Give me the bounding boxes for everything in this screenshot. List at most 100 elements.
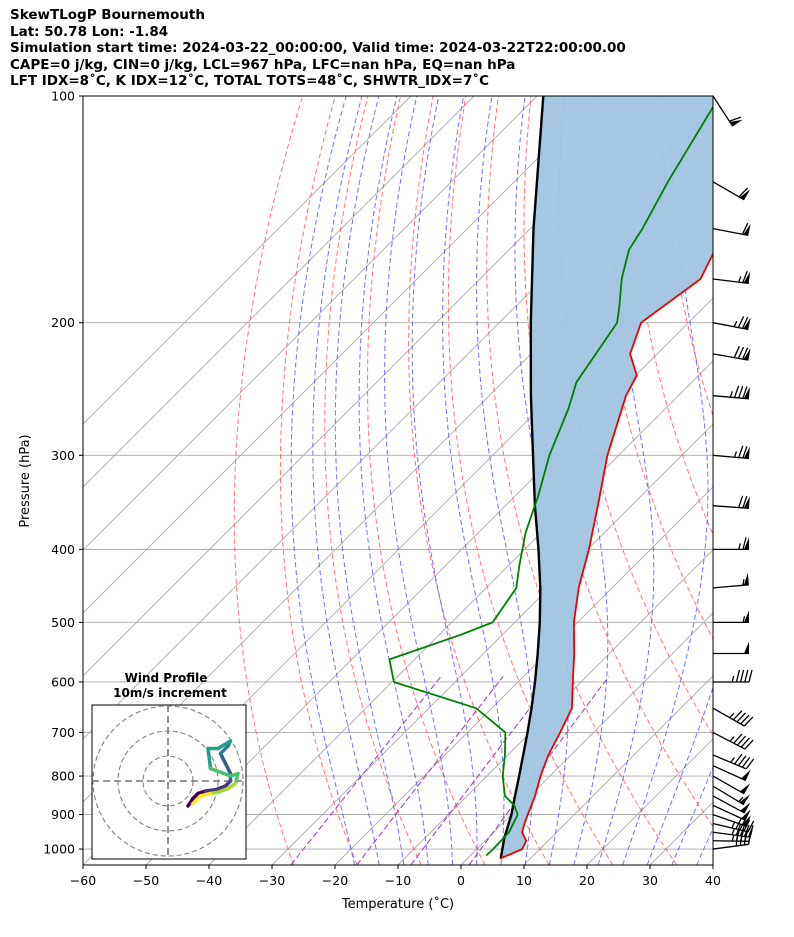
wind-barb-half-tick	[729, 736, 735, 742]
dry-adiabat-line	[233, 96, 304, 865]
wind-barb-full-tick	[737, 755, 747, 767]
wind-barb-flag	[743, 271, 751, 284]
wind-barb-full-tick	[742, 537, 747, 550]
hodograph-inset: Wind Profile 10m/s increment	[91, 671, 247, 860]
wind-barb-flag	[744, 610, 749, 623]
wind-barb-full-tick	[743, 716, 754, 727]
wind-barb-full-tick	[733, 346, 740, 358]
hodograph-segment	[213, 784, 228, 792]
wind-barb-full-tick	[748, 829, 753, 842]
wind-barb-full-tick	[740, 714, 750, 725]
wind-barb-full-tick	[744, 739, 754, 750]
y-tick-label: 800	[51, 769, 75, 784]
wind-barb-flag	[743, 446, 750, 459]
wind-barb-flag	[743, 572, 749, 586]
wind-barb-half-tick	[731, 822, 736, 829]
dry-adiabat-line	[727, 96, 794, 865]
wind-barb-half-tick	[737, 276, 742, 283]
x-tick-label: 10	[516, 873, 532, 888]
wind-barb-full-tick	[742, 446, 748, 459]
x-tick-label: 20	[579, 873, 595, 888]
wind-barb-flag	[740, 783, 751, 794]
x-tick-label: 30	[642, 873, 658, 888]
mixing-ratio-line	[290, 676, 442, 865]
dry-adiabat-line	[366, 96, 486, 865]
wind-barb-flag	[729, 119, 743, 127]
isotherm-line	[271, 423, 713, 865]
moist-adiabat-line	[442, 96, 505, 865]
isotherm-line	[523, 675, 713, 865]
hodograph-segment	[206, 746, 213, 771]
wind-barb-shaft	[712, 831, 749, 838]
wind-barb-shaft	[712, 822, 749, 833]
wind-barb	[712, 775, 751, 795]
wind-barb	[712, 707, 754, 727]
wind-barb-full-tick	[740, 737, 750, 748]
y-tick-label: 600	[51, 674, 75, 689]
moist-adiabat-line	[671, 766, 713, 865]
isotherm-line	[145, 297, 713, 865]
wind-barb	[712, 641, 750, 655]
moist-adiabat-line	[312, 96, 380, 865]
wind-barb-full-tick	[742, 495, 748, 509]
wind-barb-half-tick	[731, 828, 735, 835]
wind-barb-flag	[740, 802, 751, 814]
wind-barb	[712, 445, 750, 460]
wind-barb-shaft	[712, 775, 745, 795]
wind-barb-shaft	[712, 785, 745, 806]
wind-barb-flag	[739, 794, 750, 805]
wind-barb-full-tick	[732, 710, 743, 721]
wind-barb-full-tick	[737, 346, 745, 359]
wind-barb-full-tick	[733, 733, 743, 744]
wind-barb-half-tick	[729, 391, 734, 398]
wind-barb-half-tick	[733, 451, 738, 458]
hodograph-segment	[218, 751, 228, 766]
hodograph-segment	[223, 761, 233, 776]
moist-adiabat-line	[411, 96, 478, 865]
wind-barb-flag	[741, 809, 751, 821]
axes: Temperature (˚C) Pressure (hPa)	[18, 434, 454, 912]
isotherm-line	[83, 96, 601, 614]
wind-barb	[712, 181, 751, 201]
location-line: Lat: 50.78 Lon: -1.84	[10, 23, 169, 40]
wind-barb	[712, 753, 755, 770]
moist-adiabat-line	[290, 96, 355, 865]
index-line: LFT IDX=8˚C, K IDX=12˚C, TOTAL TOTS=48˚C…	[10, 73, 490, 89]
moist-adiabat-line	[746, 96, 794, 865]
dry-adiabat-line	[324, 96, 422, 865]
wind-barb	[712, 731, 754, 750]
isotherm-line	[83, 96, 538, 551]
y-tick-label: 300	[51, 448, 75, 463]
wind-barb-half-tick	[729, 712, 735, 719]
wind-barb-full-tick	[736, 712, 746, 723]
wind-barb-full-tick	[747, 820, 755, 833]
y-tick-label: 500	[51, 615, 75, 630]
wind-barb-shaft	[712, 843, 749, 850]
wind-barb-shaft	[712, 804, 746, 821]
wind-barb-full-tick	[729, 116, 742, 122]
wind-barb-half-tick	[730, 757, 735, 763]
isotherm-line	[712, 864, 713, 865]
wind-barb	[712, 813, 751, 828]
wind-barb-shaft	[712, 795, 745, 814]
wind-barb-half-tick	[742, 579, 745, 586]
wind-barb-flag	[742, 815, 751, 827]
wind-barb-half-tick	[738, 796, 744, 803]
mixing-ratio-line	[410, 676, 555, 865]
isotherm-line	[83, 96, 412, 425]
wind-barb-shaft	[712, 322, 749, 331]
moist-adiabat-line	[597, 96, 655, 865]
hodograph-frame	[91, 704, 247, 860]
wind-barb-full-tick	[745, 758, 755, 770]
wind-barb-full-tick	[748, 825, 754, 838]
wind-barb-flag	[743, 348, 751, 361]
wind-barb-shaft	[712, 813, 748, 828]
wind-barb-full-tick	[744, 669, 749, 683]
x-tick-label: 40	[705, 873, 721, 888]
wind-barb	[712, 795, 751, 814]
time-line: Simulation start time: 2024-03-22_00:00:…	[10, 40, 626, 56]
wind-barb-full-tick	[742, 270, 748, 283]
y-tick-label: 1000	[43, 842, 75, 857]
wind-barb-half-tick	[731, 675, 735, 683]
cin-shaded-area	[500, 96, 713, 859]
